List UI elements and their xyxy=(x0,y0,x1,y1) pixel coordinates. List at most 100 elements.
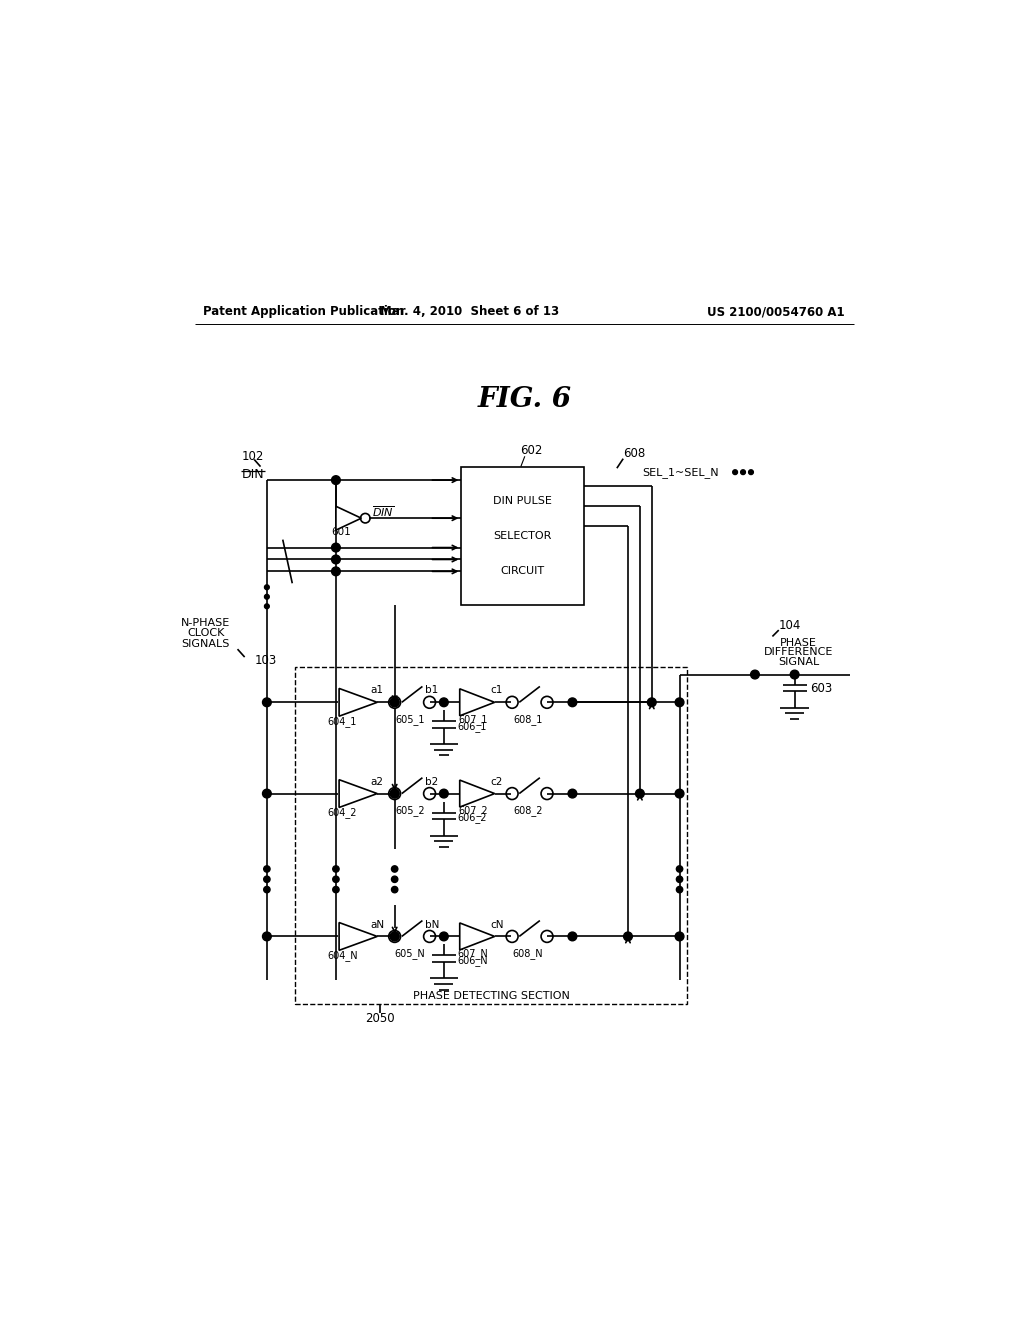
Bar xyxy=(461,466,585,606)
Circle shape xyxy=(332,568,340,576)
Text: Patent Application Publication: Patent Application Publication xyxy=(204,305,404,318)
Text: 607_1: 607_1 xyxy=(459,714,488,725)
Circle shape xyxy=(636,789,644,799)
Text: 606_N: 606_N xyxy=(458,954,488,966)
Polygon shape xyxy=(339,923,377,950)
Text: N-PHASE: N-PHASE xyxy=(181,618,230,628)
Polygon shape xyxy=(460,689,495,715)
Text: $\overline{DIN}$: $\overline{DIN}$ xyxy=(373,504,394,519)
Text: cN: cN xyxy=(490,920,504,929)
Text: 608_N: 608_N xyxy=(513,949,544,960)
Text: bN: bN xyxy=(425,920,439,929)
Circle shape xyxy=(568,698,577,706)
Circle shape xyxy=(568,932,577,941)
Circle shape xyxy=(568,789,577,799)
Text: 607_2: 607_2 xyxy=(459,805,488,817)
Text: CIRCUIT: CIRCUIT xyxy=(501,566,545,576)
Polygon shape xyxy=(336,507,361,531)
Circle shape xyxy=(390,789,399,799)
Circle shape xyxy=(391,876,398,883)
Text: 604_2: 604_2 xyxy=(328,807,357,818)
Circle shape xyxy=(332,475,340,484)
Circle shape xyxy=(333,887,339,892)
Circle shape xyxy=(751,671,760,678)
Circle shape xyxy=(333,866,339,873)
Circle shape xyxy=(264,585,269,590)
Text: 104: 104 xyxy=(778,619,801,632)
Circle shape xyxy=(439,698,449,706)
Text: FIG. 6: FIG. 6 xyxy=(478,385,571,413)
Circle shape xyxy=(624,932,633,941)
Circle shape xyxy=(264,866,270,873)
Text: 601: 601 xyxy=(331,527,350,537)
Text: 608_1: 608_1 xyxy=(513,714,543,725)
Circle shape xyxy=(390,932,399,941)
Circle shape xyxy=(675,698,684,706)
Circle shape xyxy=(262,789,271,799)
Circle shape xyxy=(677,887,683,892)
Circle shape xyxy=(390,789,399,799)
Text: 604_N: 604_N xyxy=(327,950,357,961)
Polygon shape xyxy=(460,780,495,807)
Text: c2: c2 xyxy=(490,776,503,787)
Circle shape xyxy=(733,470,737,475)
Text: 103: 103 xyxy=(255,653,278,667)
Circle shape xyxy=(264,876,270,883)
Circle shape xyxy=(677,876,683,883)
Text: 2050: 2050 xyxy=(366,1011,395,1024)
Text: SIGNAL: SIGNAL xyxy=(778,657,819,667)
Circle shape xyxy=(264,887,270,892)
Text: aN: aN xyxy=(371,920,385,929)
Circle shape xyxy=(647,698,656,706)
Text: c1: c1 xyxy=(490,685,503,696)
Text: 602: 602 xyxy=(520,445,543,457)
Text: CLOCK: CLOCK xyxy=(187,628,224,639)
Text: 607_N: 607_N xyxy=(458,949,488,960)
Circle shape xyxy=(439,789,449,799)
Circle shape xyxy=(749,470,754,475)
Circle shape xyxy=(675,932,684,941)
Circle shape xyxy=(439,932,449,941)
Circle shape xyxy=(262,698,271,706)
Circle shape xyxy=(390,698,399,706)
Text: 606_1: 606_1 xyxy=(458,721,486,731)
Circle shape xyxy=(264,605,269,609)
Text: 608_2: 608_2 xyxy=(513,805,543,817)
Text: US 2100/0054760 A1: US 2100/0054760 A1 xyxy=(708,305,845,318)
Text: SIGNALS: SIGNALS xyxy=(181,639,230,648)
Text: Mar. 4, 2010  Sheet 6 of 13: Mar. 4, 2010 Sheet 6 of 13 xyxy=(380,305,559,318)
Circle shape xyxy=(740,470,745,475)
Circle shape xyxy=(264,594,269,599)
Polygon shape xyxy=(339,689,377,717)
Bar xyxy=(295,667,687,1005)
Text: a2: a2 xyxy=(371,776,384,787)
Text: 605_2: 605_2 xyxy=(395,805,425,817)
Text: PHASE: PHASE xyxy=(780,638,817,648)
Text: 603: 603 xyxy=(811,681,833,694)
Text: 102: 102 xyxy=(242,450,264,463)
Text: 608: 608 xyxy=(624,447,645,461)
Text: PHASE DETECTING SECTION: PHASE DETECTING SECTION xyxy=(413,991,569,1001)
Text: DIN: DIN xyxy=(242,469,264,480)
Text: 605_N: 605_N xyxy=(394,949,425,960)
Polygon shape xyxy=(460,923,495,950)
Polygon shape xyxy=(339,780,377,808)
Circle shape xyxy=(390,698,399,706)
Text: b2: b2 xyxy=(425,776,438,787)
Text: SEL_1~SEL_N: SEL_1~SEL_N xyxy=(642,467,719,478)
Text: DIFFERENCE: DIFFERENCE xyxy=(764,647,834,657)
Text: DIN PULSE: DIN PULSE xyxy=(494,496,552,507)
Text: 605_1: 605_1 xyxy=(395,714,425,725)
Circle shape xyxy=(391,866,398,873)
Text: SELECTOR: SELECTOR xyxy=(494,531,552,541)
Circle shape xyxy=(332,544,340,552)
Circle shape xyxy=(677,866,683,873)
Text: b1: b1 xyxy=(425,685,438,696)
Circle shape xyxy=(262,932,271,941)
Circle shape xyxy=(332,556,340,564)
Circle shape xyxy=(675,789,684,799)
Circle shape xyxy=(391,887,398,892)
Text: 604_1: 604_1 xyxy=(328,715,357,727)
Text: 606_2: 606_2 xyxy=(458,812,486,822)
Circle shape xyxy=(390,932,399,941)
